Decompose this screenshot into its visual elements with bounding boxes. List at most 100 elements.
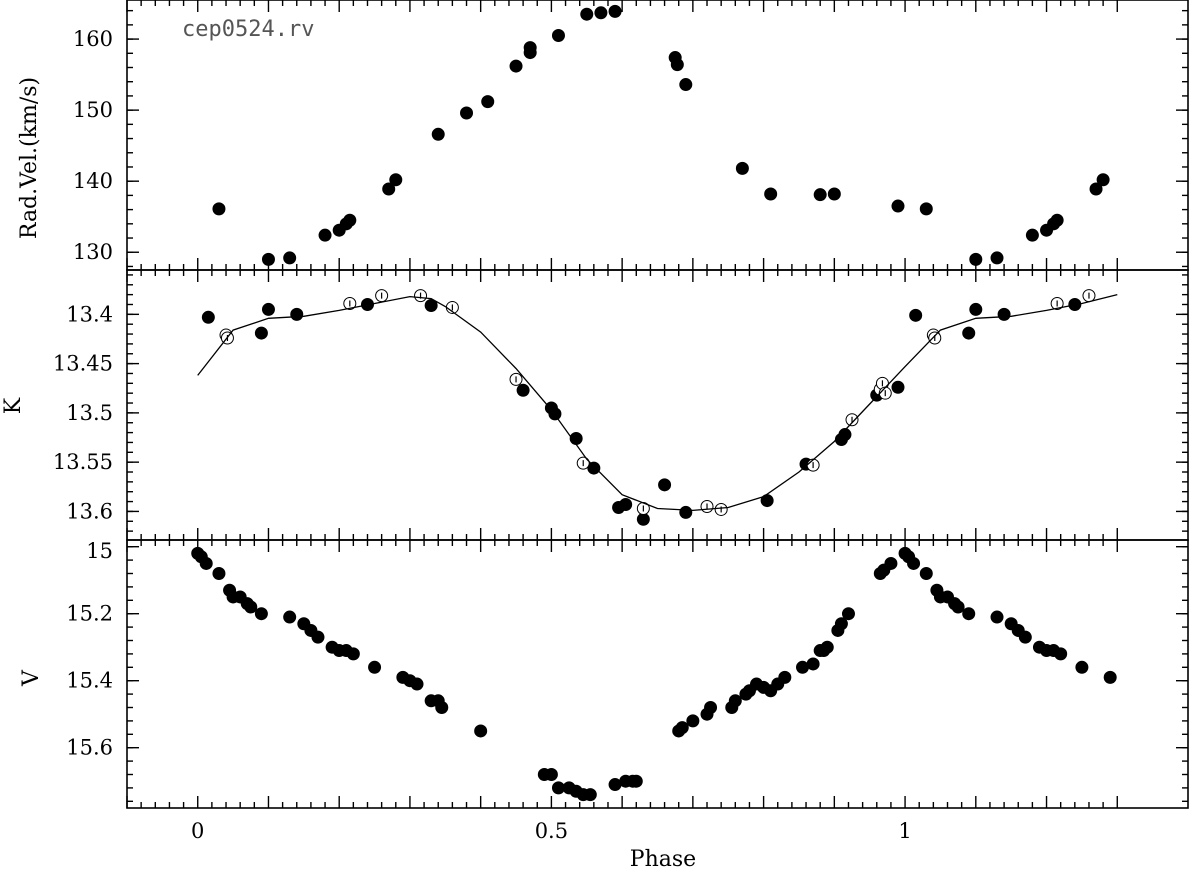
data-point-v	[346, 647, 360, 661]
data-point-v	[951, 600, 965, 614]
data-point-k	[516, 383, 530, 397]
data-point-v	[283, 610, 297, 624]
data-point-k	[290, 307, 304, 321]
data-point-k	[997, 307, 1011, 321]
data-point-v	[435, 701, 449, 714]
y-tick-label-rv: 150	[73, 98, 113, 122]
k-band-panel: 13.4 13.45 13.5 13.55 13.6	[53, 269, 1189, 541]
data-point-v	[728, 694, 742, 708]
data-point-rv	[919, 202, 933, 216]
fit-curve-k	[197, 293, 1118, 512]
data-point-k	[254, 326, 268, 340]
data-point-rv	[318, 228, 332, 242]
data-point-k	[679, 505, 693, 519]
data-point-rv	[261, 252, 275, 266]
y-tick-label-rv: 160	[73, 27, 113, 51]
data-point-v	[474, 724, 488, 738]
data-point-rv	[1025, 228, 1039, 242]
data-point-v	[884, 556, 898, 570]
x-tick-label: 0	[191, 819, 204, 843]
data-point-v	[583, 788, 597, 802]
data-point-v	[704, 701, 718, 714]
data-point-rv	[523, 41, 537, 55]
y-axis-label-k: K	[1, 397, 26, 414]
data-point-v	[806, 657, 820, 671]
data-point-k	[201, 310, 215, 324]
data-point-k	[962, 326, 976, 340]
data-point-v	[962, 607, 976, 621]
star-id-annotation: cep0524.rv	[182, 17, 314, 42]
data-point-v	[675, 721, 689, 735]
data-point-v	[254, 607, 268, 621]
data-point-k	[424, 298, 438, 312]
data-point-v	[919, 567, 933, 580]
data-point-rv	[580, 7, 594, 21]
y-tick-label-k: 13.6	[66, 499, 113, 523]
data-point-rv	[509, 59, 523, 73]
data-point-k	[969, 302, 983, 316]
x-tick-label: 1	[898, 819, 911, 843]
data-point-k	[909, 308, 923, 322]
x-tick-label: 0.5	[535, 819, 568, 843]
data-point-rv	[969, 252, 983, 266]
data-point-v	[629, 774, 643, 788]
data-point-v	[778, 670, 792, 684]
data-point-v	[1018, 630, 1032, 644]
y-tick-label-k: 13.5	[66, 401, 113, 425]
y-tick-label-v: 15.4	[66, 669, 113, 693]
data-point-rv	[1089, 182, 1103, 196]
data-point-v	[1103, 670, 1117, 684]
data-point-k	[891, 380, 905, 394]
data-point-rv	[1096, 173, 1110, 187]
data-point-rv	[431, 127, 445, 141]
data-point-rv	[382, 182, 396, 196]
data-point-v	[990, 610, 1004, 624]
data-point-rv	[1050, 213, 1064, 227]
data-point-rv	[679, 78, 693, 92]
data-point-v	[841, 607, 855, 621]
data-point-k	[636, 512, 650, 526]
data-point-rv	[460, 106, 474, 120]
y-tick-label-v: 15.2	[66, 602, 113, 626]
data-point-k	[658, 478, 672, 492]
data-point-v	[544, 768, 558, 781]
data-point-v	[244, 600, 258, 614]
data-point-v	[1075, 660, 1089, 674]
y-tick-label-v: 15	[86, 539, 113, 563]
data-point-rv	[735, 161, 749, 175]
data-point-v	[311, 630, 325, 644]
data-point-rv	[990, 251, 1004, 265]
data-point-v	[1054, 647, 1068, 661]
data-point-rv	[891, 199, 905, 213]
data-point-rv	[764, 187, 778, 201]
data-point-k	[838, 428, 852, 442]
y-axis-label-radial-velocity: Rad.Vel.(km/s)	[17, 77, 42, 239]
y-tick-label-v: 15.6	[66, 736, 113, 760]
data-point-k	[619, 498, 633, 512]
data-point-rv	[827, 187, 841, 201]
plot-frame-k	[126, 269, 1189, 541]
y-tick-label-k: 13.55	[53, 450, 113, 474]
radial-velocity-panel: 130 140 150 160	[73, 0, 1189, 271]
data-point-rv	[283, 251, 297, 265]
data-point-rv	[608, 4, 622, 18]
data-point-rv	[481, 95, 495, 109]
data-point-v	[907, 556, 921, 570]
data-point-v	[820, 640, 834, 654]
y-tick-label-rv: 130	[73, 240, 113, 264]
y-tick-label-k: 13.45	[53, 352, 113, 376]
data-point-v	[368, 660, 382, 674]
data-point-v	[212, 567, 226, 580]
data-point-rv	[551, 29, 565, 43]
v-band-panel: 15 15.2 15.4 15.6 0 0.5 1	[66, 539, 1189, 843]
y-tick-label-rv: 140	[73, 169, 113, 193]
data-point-v	[199, 556, 213, 570]
data-point-rv	[343, 213, 357, 227]
y-axis-label-v: V	[19, 669, 44, 687]
data-point-v	[834, 617, 848, 631]
data-point-k	[261, 302, 275, 316]
data-point-rv	[813, 188, 827, 202]
data-point-rv	[594, 6, 608, 20]
data-point-v	[686, 714, 700, 728]
